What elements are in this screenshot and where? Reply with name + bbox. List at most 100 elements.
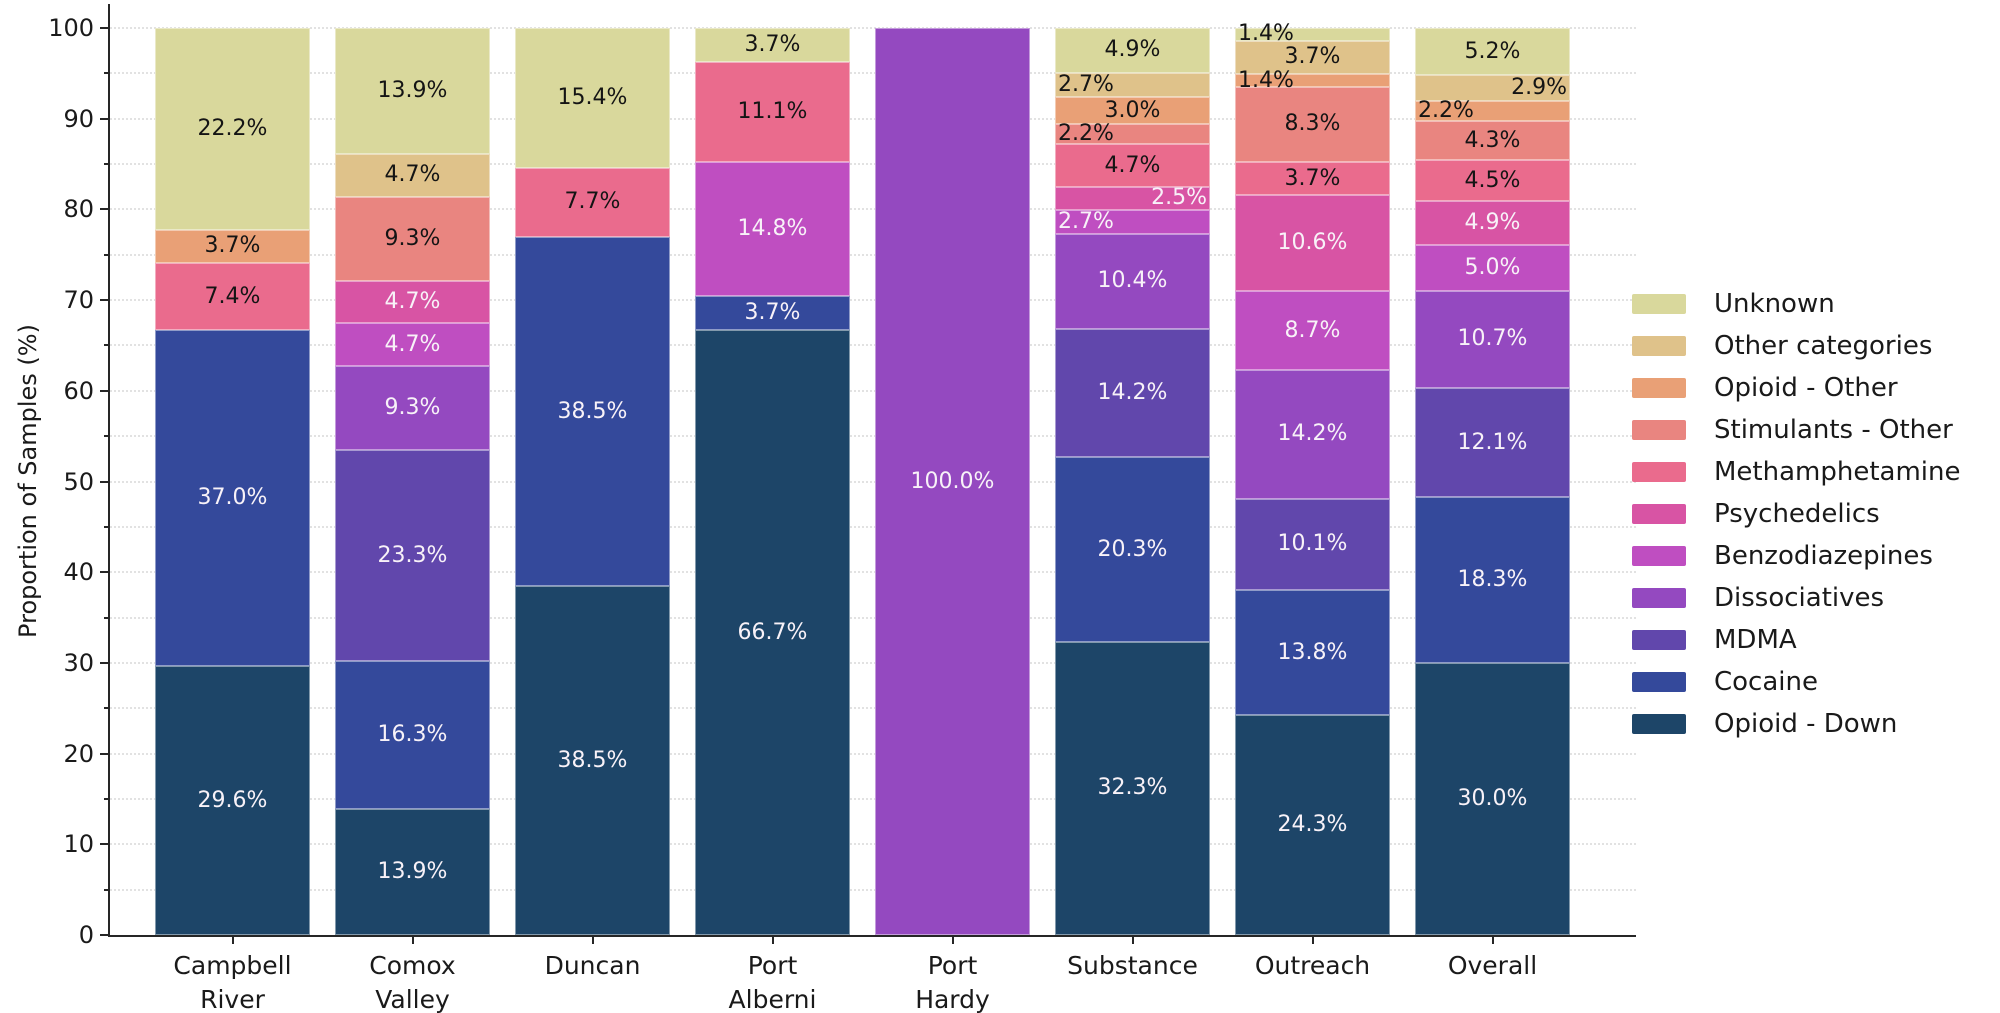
- y-tick-label: 100: [48, 14, 94, 42]
- y-tick-label: 60: [63, 376, 94, 405]
- legend-swatch: [1632, 462, 1686, 482]
- gridline: [110, 616, 1636, 619]
- bar-segment: 32.3%: [1055, 641, 1210, 935]
- y-tick-major: [100, 752, 110, 755]
- y-tick-label: 40: [63, 558, 94, 587]
- bar-segment-label: 14.2%: [1277, 421, 1348, 447]
- bar-segment: 8.7%: [1235, 291, 1390, 371]
- bar-segment: 14.2%: [1055, 328, 1210, 458]
- y-tick-label: 30: [63, 648, 94, 677]
- bar-outreach: 24.3% 13.8% 10.1% 14.2% 8.7% 10.6% 3.7% 8.3% 1.4…: [1235, 22, 1390, 935]
- bar-segment-label: 3.7%: [744, 31, 801, 57]
- bar-substance: 32.3% 20.3% 14.2% 10.4% 2.7% 2.5% 4.7% 2.2% 3.0%…: [1055, 28, 1210, 935]
- bar-segment-label: 66.7%: [737, 619, 808, 645]
- bar-segment-label: 10.6%: [1277, 230, 1348, 256]
- bar-segment: 37.0%: [155, 330, 310, 667]
- y-tick-major: [100, 571, 110, 574]
- legend-swatch: [1632, 588, 1686, 608]
- y-tick-major: [100, 299, 110, 302]
- legend-swatch: [1632, 714, 1686, 734]
- bar-overall: 30.0% 18.3% 12.1% 10.7% 5.0% 4.9% 4.5% 4.3% 2.2%…: [1415, 28, 1570, 935]
- gridline: [110, 797, 1636, 800]
- legend-label: Cocaine: [1714, 667, 1818, 697]
- legend-item-benzodiazepines: Benzodiazepines: [1632, 535, 1961, 577]
- bar-segment: 23.3%: [335, 450, 490, 662]
- bar-segment-label: 12.1%: [1457, 429, 1528, 455]
- bar-segment-label: 5.2%: [1464, 38, 1521, 64]
- bar-segment: 14.8%: [695, 162, 850, 297]
- bar-segment: 38.5%: [515, 237, 670, 587]
- bar-segment-label: 3.7%: [1284, 165, 1341, 191]
- bar-segment: 2.7%: [1055, 209, 1210, 235]
- y-tick-minor: [104, 344, 110, 347]
- gridline: [110, 253, 1636, 256]
- bar-segment: 18.3%: [1415, 497, 1570, 664]
- x-tick: [411, 935, 414, 944]
- bar-segment-label: 7.7%: [564, 189, 621, 215]
- y-tick-label: 0: [78, 921, 94, 949]
- bar-segment: 11.1%: [695, 61, 850, 163]
- bar-segment-label: 38.5%: [557, 398, 628, 424]
- x-tick-label: Comox Valley: [369, 951, 456, 1013]
- gridline: [110, 435, 1636, 438]
- x-tick: [951, 935, 954, 944]
- bar-segment-label: 2.5%: [1151, 185, 1207, 211]
- x-tick: [771, 935, 774, 944]
- gridline: [110, 661, 1636, 664]
- legend-swatch: [1632, 420, 1686, 440]
- x-tick: [1311, 935, 1314, 944]
- bar-segment-label: 10.1%: [1277, 531, 1348, 557]
- y-tick-minor: [104, 888, 110, 891]
- bar-segment-label: 10.4%: [1097, 268, 1168, 294]
- bar-segment-label: 4.7%: [384, 331, 441, 357]
- bar-segment: 10.6%: [1235, 195, 1390, 292]
- y-tick-major: [100, 27, 110, 29]
- legend-item-cocaine: Cocaine: [1632, 661, 1961, 703]
- y-tick-minor: [104, 253, 110, 256]
- bar-segment: 3.7%: [1235, 161, 1390, 196]
- bar-segment: 5.2%: [1415, 28, 1570, 76]
- legend-item-unknown: Unknown: [1632, 283, 1961, 325]
- gridline: [110, 389, 1636, 392]
- plot-area: 29.6% 37.0% 7.4% 3.7% 22.2% 13.9% 16.3% 23.3% 9.…: [48, 4, 1636, 1013]
- y-tick-label: 70: [63, 286, 94, 315]
- bar-segment: 9.3%: [335, 365, 490, 451]
- bar-segment-label: 29.6%: [197, 787, 268, 813]
- gridline: [110, 208, 1636, 211]
- bar-segment-label: 4.9%: [1464, 210, 1521, 236]
- bar-port-alberni: 66.7% 3.7% 14.8% 11.1% 3.7%: [695, 28, 850, 935]
- bar-segment: 22.2%: [155, 28, 310, 230]
- x-tick-label: Campbell River: [173, 951, 292, 1013]
- bar-segment-label: 9.3%: [384, 225, 441, 251]
- legend-label: Methamphetamine: [1714, 457, 1961, 487]
- bar-segment-label: 4.9%: [1104, 37, 1161, 63]
- gridline: [110, 707, 1636, 710]
- bar-segment: 13.9%: [335, 809, 490, 935]
- bar-segment-label: 7.4%: [204, 283, 261, 309]
- bar-segment: 3.7%: [1235, 40, 1390, 75]
- bar-segment: 20.3%: [1055, 457, 1210, 642]
- bar-segment-label: 4.7%: [384, 162, 441, 188]
- bar-segment-label: 13.9%: [377, 77, 448, 103]
- legend-label: Opioid - Other: [1714, 373, 1898, 403]
- x-tick-label: Outreach: [1254, 951, 1371, 980]
- bar-segment: 3.7%: [695, 296, 850, 331]
- bar-segment-label: 13.9%: [377, 858, 448, 884]
- legend: Unknown Other categories Opioid - Other Sti…: [1632, 283, 1961, 745]
- gridline: [110, 571, 1636, 574]
- bar-segment: 38.5%: [515, 586, 670, 935]
- gridline: [110, 117, 1636, 120]
- bar-segment: 8.3%: [1235, 86, 1390, 162]
- legend-label: Other categories: [1714, 331, 1933, 361]
- bar-segment-label: 2.9%: [1511, 75, 1567, 101]
- bar-segment-label: 8.7%: [1284, 317, 1341, 343]
- y-axis-title: Proportion of Samples (%): [14, 324, 42, 638]
- bar-segment-label: 37.0%: [197, 485, 268, 511]
- bar-segment-label: 30.0%: [1457, 785, 1528, 811]
- gridline: [110, 163, 1636, 166]
- bar-segment: 9.3%: [335, 196, 490, 281]
- bar-segment: 4.7%: [335, 153, 490, 197]
- bar-segment: 3.7%: [695, 28, 850, 62]
- y-tick-major: [100, 389, 110, 392]
